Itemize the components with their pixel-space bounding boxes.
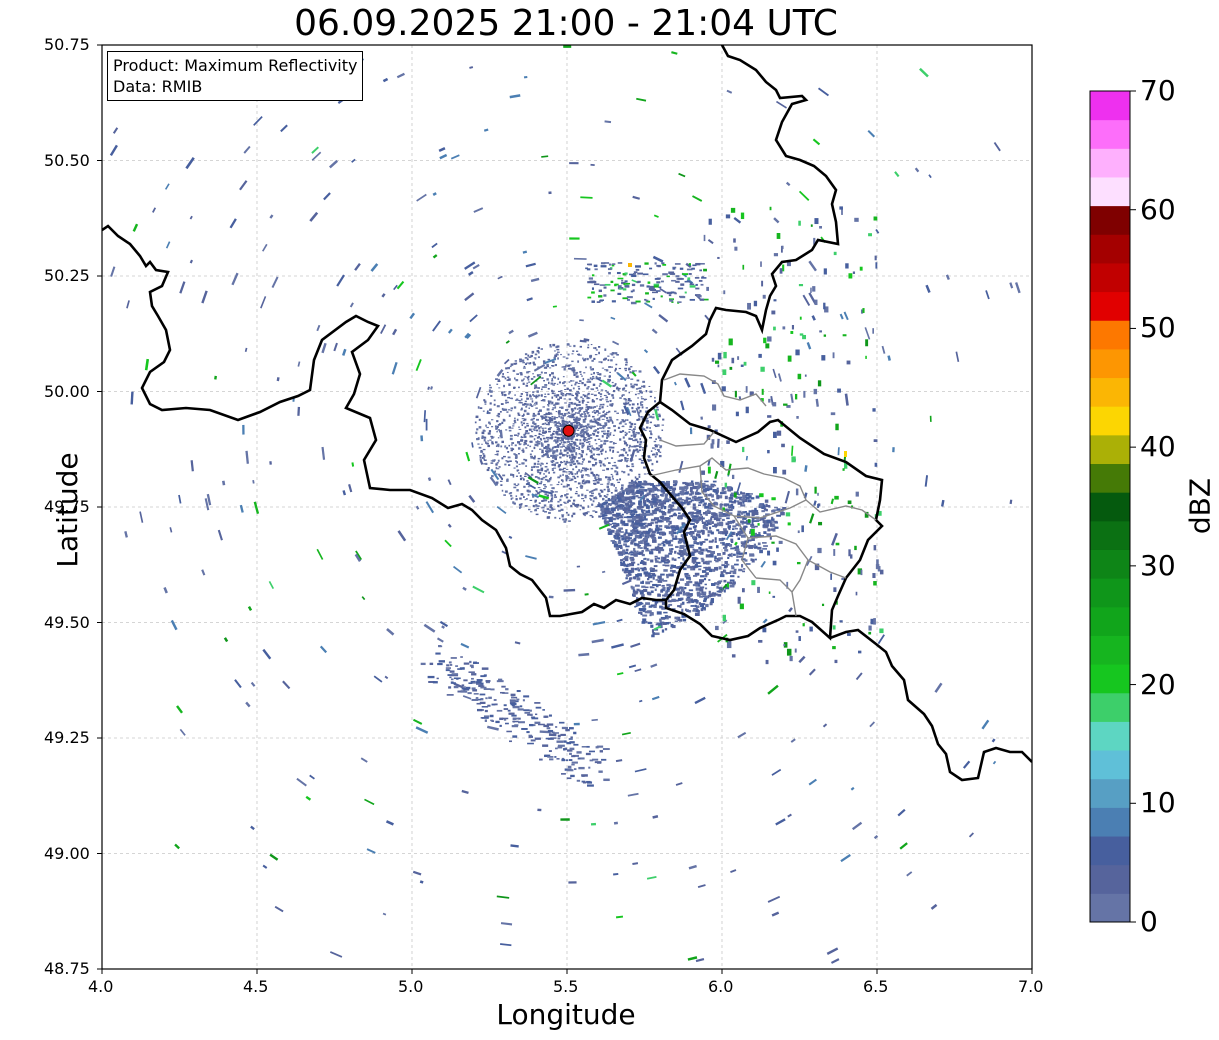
colorbar-segment	[1090, 664, 1130, 694]
data-source-label: Data: RMIB	[113, 77, 203, 96]
colorbar-segment	[1090, 320, 1130, 350]
colorbar-segment	[1090, 406, 1130, 436]
colorbar-tick-label: 50	[1140, 311, 1176, 345]
colorbar-segment	[1090, 778, 1130, 808]
colorbar-frame	[1089, 90, 1131, 923]
y-tick-label: 49.00	[44, 843, 90, 863]
colorbar-segment	[1090, 291, 1130, 321]
y-tick-label: 49.50	[44, 612, 90, 632]
colorbar-tick-label: 60	[1140, 192, 1176, 226]
colorbar-label: dBZ	[1183, 477, 1217, 535]
colorbar-segment	[1090, 549, 1130, 579]
map-title: 06.09.2025 21:00 - 21:04 UTC	[294, 3, 838, 44]
colorbar-segment	[1090, 520, 1130, 550]
colorbar-segment	[1090, 692, 1130, 722]
x-tick-label: 5.0	[398, 977, 424, 996]
x-tick-label: 7.0	[1018, 977, 1044, 996]
x-tick-label: 4.0	[88, 977, 114, 996]
country-borders	[102, 45, 1032, 782]
colorbar-segment	[1090, 893, 1130, 923]
colorbar-segment	[1090, 606, 1130, 636]
colorbar-segment	[1090, 262, 1130, 293]
colorbar-segment	[1090, 635, 1130, 665]
x-tick-label: 6.0	[708, 977, 734, 996]
colorbar-segment	[1090, 836, 1130, 866]
colorbar	[1089, 90, 1136, 923]
colorbar-segment	[1090, 234, 1130, 264]
x-tick-label: 4.5	[243, 977, 269, 996]
grid-lines	[97, 44, 1033, 974]
colorbar-segment	[1090, 864, 1130, 894]
y-tick-label: 49.25	[44, 728, 90, 747]
colorbar-tick-label: 30	[1140, 548, 1176, 582]
y-tick-label: 48.75	[44, 959, 90, 978]
colorbar-segment	[1090, 750, 1130, 780]
colorbar-segment	[1090, 91, 1130, 121]
x-tick-label: 5.5	[553, 977, 579, 996]
colorbar-segment	[1090, 119, 1130, 149]
colorbar-segment	[1090, 721, 1130, 751]
product-info-box: Product: Maximum Reflectivity Data: RMIB	[107, 51, 364, 101]
colorbar-segment	[1090, 492, 1130, 522]
y-tick-label: 50.75	[44, 35, 90, 54]
luxembourg-border	[659, 400, 884, 642]
france-germany-border	[829, 628, 1032, 782]
colorbar-segment	[1090, 348, 1130, 379]
y-tick-label: 50.25	[44, 266, 90, 285]
colorbar-tick-label: 20	[1140, 667, 1176, 701]
colorbar-segment	[1090, 377, 1130, 407]
luxembourg-cantons	[649, 373, 877, 617]
x-axis-label: Longitude	[496, 998, 636, 1031]
belgium-border	[102, 45, 840, 618]
reflectivity-echoes	[109, 45, 1021, 964]
colorbar-segment	[1090, 148, 1130, 178]
colorbar-segment	[1090, 807, 1130, 837]
colorbar-segment	[1090, 578, 1130, 608]
colorbar-tick-label: 40	[1140, 430, 1176, 464]
y-tick-label: 49.75	[44, 497, 90, 516]
plot-frame	[101, 44, 1033, 970]
colorbar-tick-label: 0	[1140, 905, 1158, 938]
y-tick-label: 50.00	[44, 381, 90, 401]
x-tick-label: 6.5	[863, 977, 889, 996]
radar-site-marker	[562, 424, 575, 437]
colorbar-segment	[1090, 434, 1130, 465]
colorbar-segment	[1090, 205, 1130, 235]
colorbar-segment	[1090, 463, 1130, 493]
colorbar-segment	[1090, 176, 1130, 207]
y-tick-label: 50.50	[44, 150, 90, 170]
colorbar-tick-label: 70	[1140, 74, 1176, 107]
product-label: Product: Maximum Reflectivity	[113, 56, 358, 75]
colorbar-tick-label: 10	[1140, 786, 1176, 820]
